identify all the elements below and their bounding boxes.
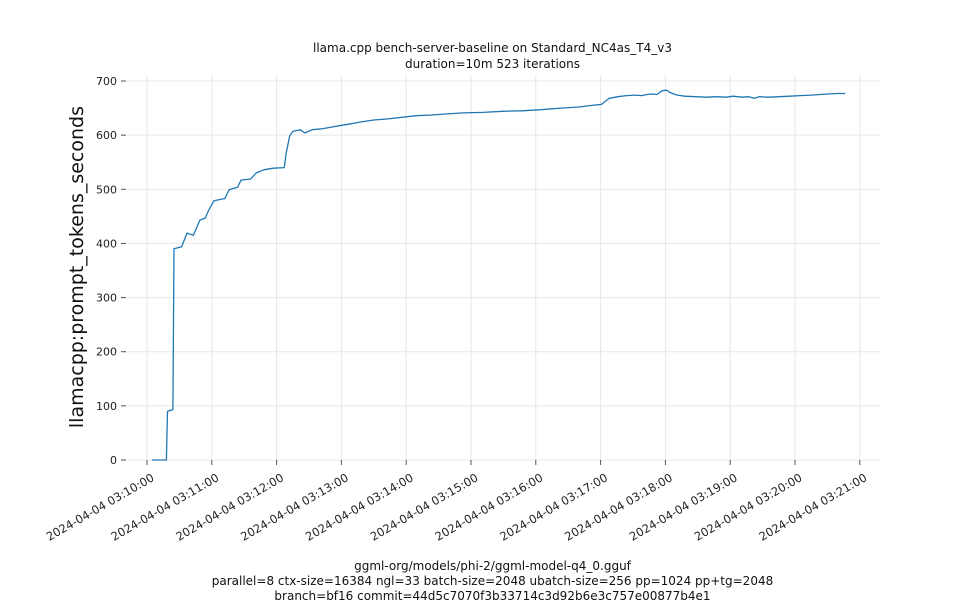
chart-footer-line2: parallel=8 ctx-size=16384 ngl=33 batch-s… <box>211 574 774 588</box>
axis-ticks <box>121 80 861 465</box>
x-tick-label: 2024-04-04 03:21:00 <box>757 470 870 543</box>
x-tick-label: 2024-04-04 03:14:00 <box>303 470 416 543</box>
chart-title-line2: duration=10m 523 iterations <box>405 57 580 71</box>
x-tick-label: 2024-04-04 03:15:00 <box>368 470 481 543</box>
x-tick-label: 2024-04-04 03:19:00 <box>627 470 740 543</box>
axis-tick-labels: 0 100 200 300 400 500 600 700 2024-04-04 03:10:0… <box>44 75 870 544</box>
y-tick-label: 600 <box>96 129 117 142</box>
x-tick-label: 2024-04-04 03:20:00 <box>692 470 805 543</box>
y-tick-label: 700 <box>96 75 117 88</box>
gridlines <box>127 75 880 461</box>
x-tick-label: 2024-04-04 03:16:00 <box>433 470 546 543</box>
y-tick-label: 200 <box>96 346 117 359</box>
chart-footer-line1: ggml-org/models/phi-2/ggml-model-q4_0.gg… <box>354 559 631 573</box>
y-tick-label: 400 <box>96 237 117 250</box>
x-tick-label: 2024-04-04 03:13:00 <box>238 470 351 543</box>
y-tick-label: 500 <box>96 183 117 196</box>
series-lines <box>151 89 846 461</box>
y-tick-label: 300 <box>96 292 117 305</box>
chart-title-line1: llama.cpp bench-server-baseline on Stand… <box>313 41 672 55</box>
x-tick-label: 2024-04-04 03:10:00 <box>44 470 157 543</box>
x-tick-label: 2024-04-04 03:17:00 <box>497 470 610 543</box>
y-tick-label: 100 <box>96 400 117 413</box>
series-line <box>151 89 846 461</box>
chart-title: llama.cpp bench-server-baseline on Stand… <box>25 40 960 72</box>
y-tick-label: 0 <box>110 454 117 467</box>
chart-footer-line3: branch=bf16 commit=44d5c7070f3b33714c3d9… <box>274 589 711 603</box>
x-tick-label: 2024-04-04 03:11:00 <box>109 470 222 543</box>
chart-footer: ggml-org/models/phi-2/ggml-model-q4_0.gg… <box>25 559 960 604</box>
x-tick-label: 2024-04-04 03:12:00 <box>173 470 286 543</box>
x-tick-label: 2024-04-04 03:18:00 <box>562 470 675 543</box>
